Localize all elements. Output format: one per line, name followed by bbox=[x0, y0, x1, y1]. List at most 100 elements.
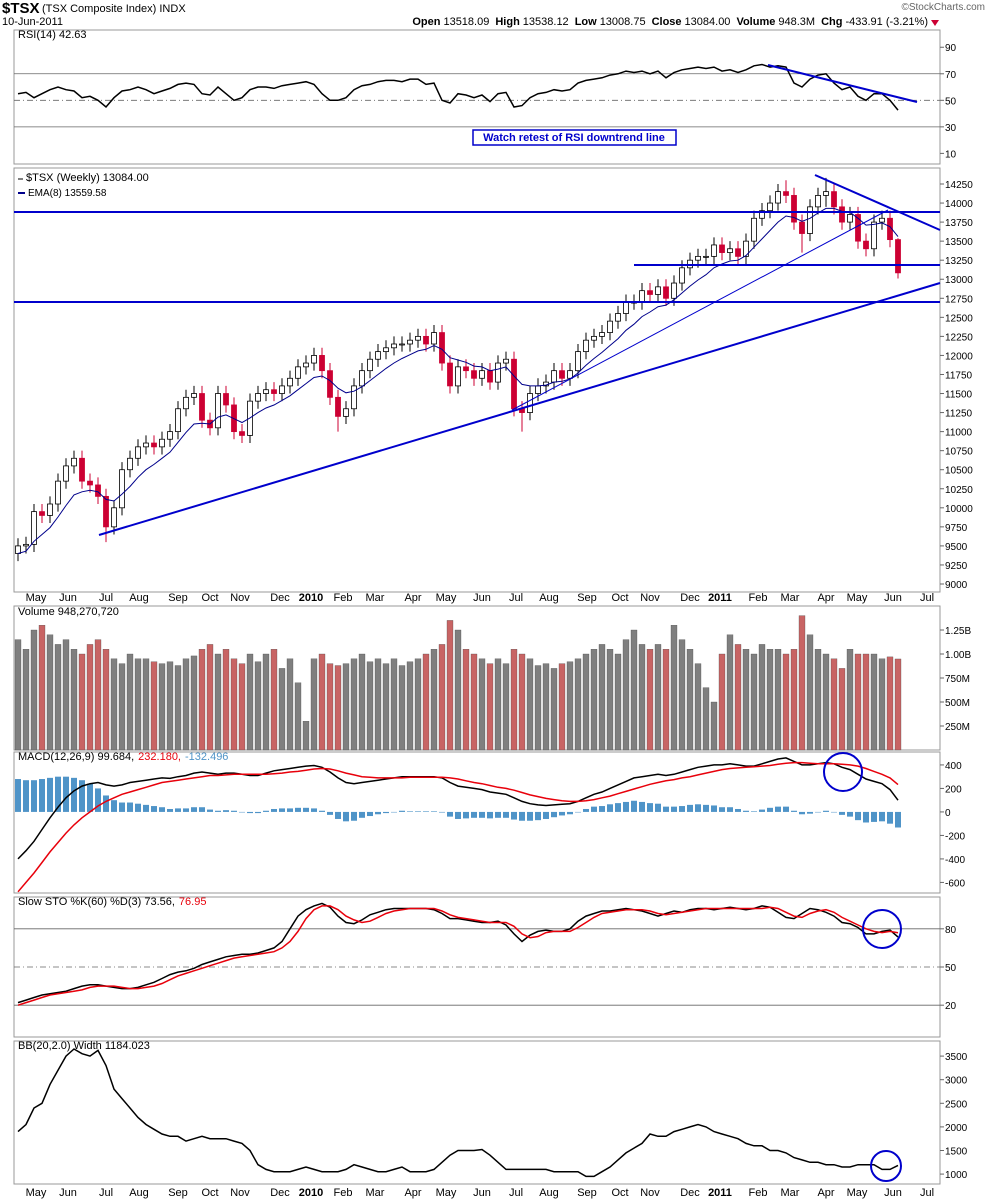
volume-bar bbox=[726, 634, 734, 751]
volume-bar bbox=[638, 644, 646, 751]
candle-body bbox=[431, 332, 437, 345]
candle-body bbox=[823, 191, 829, 196]
x-tick-label: Oct bbox=[611, 1187, 628, 1199]
volume-bar bbox=[422, 653, 430, 751]
histogram-bar bbox=[191, 807, 197, 812]
volume-bar bbox=[502, 663, 510, 751]
volume-bar bbox=[542, 663, 550, 751]
volume-bar bbox=[70, 649, 78, 751]
y-tick-label: 12250 bbox=[945, 332, 973, 343]
volume-bar bbox=[214, 653, 222, 751]
histogram-bar bbox=[591, 806, 597, 812]
y-tick-label: 30 bbox=[945, 123, 957, 134]
volume-bar bbox=[790, 649, 798, 751]
candle-body bbox=[383, 347, 389, 353]
volume-bar bbox=[694, 663, 702, 751]
histogram-bar bbox=[23, 780, 29, 812]
candle-body bbox=[79, 457, 85, 482]
x-tick-label: Jul bbox=[509, 1187, 523, 1199]
x-tick-label: Dec bbox=[680, 1187, 700, 1199]
candle-body bbox=[623, 301, 629, 314]
date: 10-Jun-2011 bbox=[2, 16, 63, 28]
volume-bar bbox=[614, 653, 622, 751]
volume-bar bbox=[750, 653, 758, 751]
histogram-bar bbox=[127, 802, 133, 812]
quote-value: 13538.12 bbox=[523, 16, 569, 28]
histogram-bar bbox=[223, 810, 229, 812]
volume-bar bbox=[734, 644, 742, 751]
volume-bar bbox=[702, 687, 710, 751]
x-tick-label: Jun bbox=[473, 592, 491, 604]
candle-body bbox=[607, 320, 613, 333]
x-tick-label: Aug bbox=[129, 592, 149, 604]
candle-body bbox=[783, 191, 789, 196]
candle-body bbox=[103, 495, 109, 528]
histogram-bar bbox=[799, 811, 805, 815]
histogram-bar bbox=[455, 811, 461, 819]
histogram-bar bbox=[287, 808, 293, 812]
volume-bar bbox=[798, 615, 806, 751]
histogram-bar bbox=[511, 811, 517, 820]
legend: RSI(14) 42.63 bbox=[18, 29, 86, 41]
candle-body bbox=[671, 282, 677, 299]
x-tick-label: Nov bbox=[230, 592, 250, 604]
y-tick-label: 14000 bbox=[945, 199, 973, 210]
y-tick-label: 500M bbox=[945, 698, 970, 709]
legend-entry: 76.95 bbox=[179, 896, 207, 908]
histogram-bar bbox=[367, 811, 373, 817]
x-tick-label: Jul bbox=[509, 592, 523, 604]
credit: ©StockCharts.com bbox=[901, 2, 985, 13]
x-tick-label: Jul bbox=[920, 592, 934, 604]
volume-bar bbox=[742, 649, 750, 751]
histogram-bar bbox=[647, 803, 653, 812]
candle-body bbox=[471, 370, 477, 379]
x-tick-label: Oct bbox=[201, 1187, 218, 1199]
volume-bar bbox=[62, 639, 70, 751]
x-tick-label: Oct bbox=[611, 592, 628, 604]
volume-bar bbox=[518, 653, 526, 751]
y-tick-label: 1.25B bbox=[945, 626, 971, 637]
histogram-bar bbox=[15, 779, 21, 812]
y-tick-label: 11250 bbox=[945, 409, 973, 420]
candle-body bbox=[303, 362, 309, 368]
histogram-bar bbox=[447, 811, 453, 817]
y-tick-label: 13750 bbox=[945, 218, 973, 229]
x-tick-label: Jun bbox=[884, 592, 902, 604]
histogram-bar bbox=[255, 811, 261, 814]
histogram-bar bbox=[815, 811, 821, 813]
volume-bar bbox=[430, 649, 438, 751]
candle-body bbox=[487, 370, 493, 383]
quote-label: Volume bbox=[736, 16, 775, 28]
histogram-bar bbox=[895, 811, 901, 828]
volume-bar bbox=[118, 663, 126, 751]
volume-bar bbox=[670, 625, 678, 751]
candle-body bbox=[599, 332, 605, 337]
x-tick-label: Dec bbox=[270, 592, 290, 604]
candle-body bbox=[183, 396, 189, 410]
volume-bar bbox=[150, 661, 158, 751]
histogram-bar bbox=[63, 776, 69, 812]
histogram-bar bbox=[463, 811, 469, 819]
histogram-bar bbox=[735, 808, 741, 812]
volume-bar bbox=[30, 629, 38, 751]
volume-bar bbox=[326, 663, 334, 751]
volume-bar bbox=[494, 658, 502, 751]
quote-label: High bbox=[495, 16, 520, 28]
panel-frame bbox=[13, 167, 941, 593]
histogram-bar bbox=[87, 783, 93, 812]
candle-body bbox=[295, 366, 301, 379]
quote-label: Chg bbox=[821, 16, 842, 28]
x-tick-label: Jun bbox=[884, 1187, 902, 1199]
y-tick-label: 90 bbox=[945, 43, 957, 54]
histogram-bar bbox=[159, 807, 165, 812]
x-tick-label: Dec bbox=[270, 1187, 290, 1199]
histogram-bar bbox=[631, 800, 637, 812]
histogram-bar bbox=[135, 803, 141, 812]
volume-bar bbox=[78, 653, 86, 751]
histogram-bar bbox=[551, 811, 557, 818]
histogram-bar bbox=[359, 811, 365, 818]
candle-body bbox=[615, 313, 621, 322]
histogram-bar bbox=[807, 811, 813, 814]
quote-label: Open bbox=[412, 16, 440, 28]
candle-body bbox=[743, 240, 749, 257]
